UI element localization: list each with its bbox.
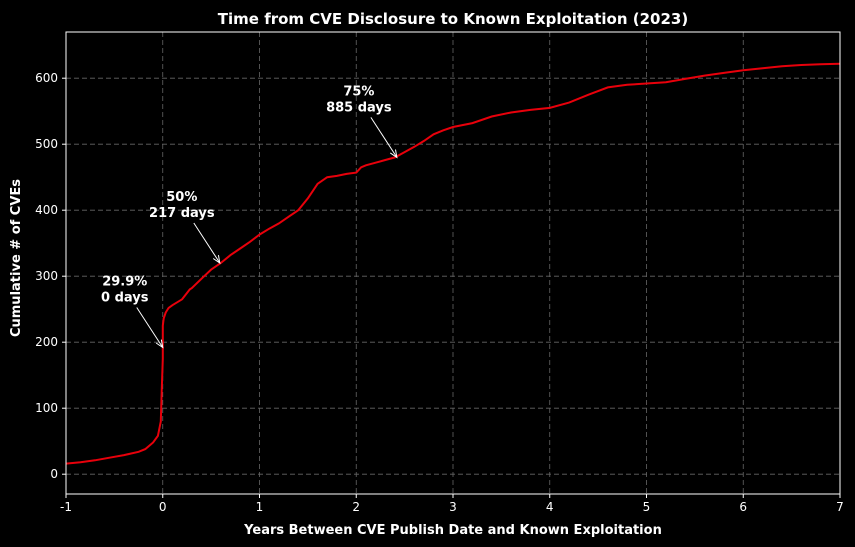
annotation-days: 217 days bbox=[149, 206, 215, 221]
y-tick-label: 200 bbox=[35, 335, 58, 349]
annotation-percent: 29.9% bbox=[102, 274, 147, 289]
x-tick-label: 5 bbox=[643, 500, 651, 514]
y-axis-label: Cumulative # of CVEs bbox=[9, 179, 24, 337]
y-tick-label: 500 bbox=[35, 137, 58, 151]
annotations: 29.9%0 days 50%217 days 75%885 days bbox=[101, 84, 398, 349]
x-tick-label: -1 bbox=[60, 500, 72, 514]
annotation-arrowhead bbox=[389, 149, 398, 159]
annotation-arrow bbox=[193, 222, 221, 264]
plot-frame bbox=[65, 31, 841, 495]
grid bbox=[65, 32, 841, 494]
y-tick-label: 300 bbox=[35, 269, 58, 283]
x-tick-label: 7 bbox=[836, 500, 844, 514]
annotation: 75%885 days bbox=[326, 84, 398, 159]
x-tick-label: 1 bbox=[256, 500, 264, 514]
y-tick-label: 0 bbox=[50, 467, 58, 481]
y-tick-label: 400 bbox=[35, 203, 58, 217]
annotation-arrowhead bbox=[212, 255, 221, 265]
y-tick-label: 100 bbox=[35, 401, 58, 415]
x-tick-label: 4 bbox=[546, 500, 554, 514]
x-tick-label: 2 bbox=[352, 500, 360, 514]
annotation-percent: 75% bbox=[343, 84, 374, 99]
annotation-arrow bbox=[136, 307, 164, 348]
annotation: 29.9%0 days bbox=[101, 274, 164, 349]
annotation-days: 885 days bbox=[326, 100, 392, 115]
x-tick-label: 6 bbox=[739, 500, 747, 514]
annotation-days: 0 days bbox=[101, 290, 149, 305]
x-tick-label: 3 bbox=[449, 500, 457, 514]
tick-labels: -1 0 1 2 3 4 5 6 7 0 100 200 300 400 500 600 bbox=[35, 71, 844, 514]
annotation: 50%217 days bbox=[149, 190, 221, 265]
x-tick-label: 0 bbox=[159, 500, 167, 514]
y-tick-label: 600 bbox=[35, 71, 58, 85]
series-line bbox=[65, 62, 841, 465]
x-axis-label: Years Between CVE Publish Date and Known… bbox=[243, 523, 662, 538]
annotation-arrowhead bbox=[155, 339, 164, 349]
annotation-arrow bbox=[370, 117, 398, 158]
annotation-percent: 50% bbox=[166, 190, 197, 205]
chart-title: Time from CVE Disclosure to Known Exploi… bbox=[218, 10, 688, 28]
